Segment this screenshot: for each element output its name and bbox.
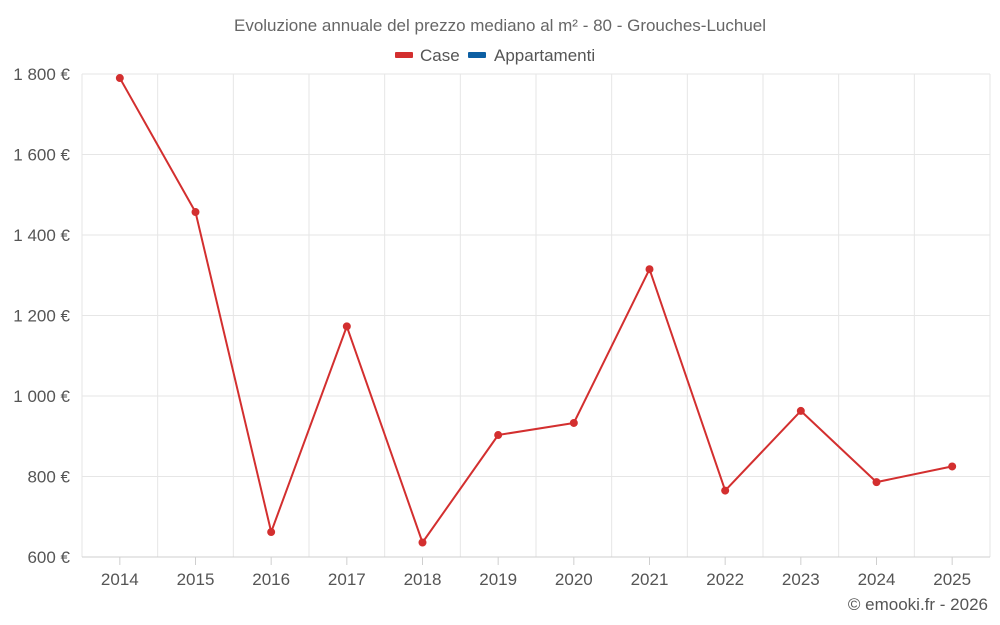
x-tick-label: 2018: [404, 570, 442, 589]
x-tick-label: 2014: [101, 570, 139, 589]
data-point-case[interactable]: [342, 322, 351, 331]
plot-area: [115, 74, 957, 547]
x-tick-label: 2022: [706, 570, 744, 589]
y-tick-label: 1 800 €: [13, 65, 70, 84]
x-tick-label: 2016: [252, 570, 290, 589]
data-point-case[interactable]: [948, 462, 957, 471]
data-point-case[interactable]: [191, 208, 200, 217]
y-axis: 600 € 800 € 1 000 € 1 200 € 1 400 € 1 600 € 1 …: [13, 65, 70, 567]
chart-title: Evoluzione annuale del prezzo mediano al…: [234, 16, 766, 35]
legend-label-appartamenti: Appartamenti: [494, 46, 595, 65]
x-tick-label: 2015: [177, 570, 215, 589]
legend-item-appartamenti[interactable]: Appartamenti: [468, 46, 595, 65]
data-point-case[interactable]: [872, 478, 881, 487]
x-tick-label: 2025: [933, 570, 971, 589]
x-tick-label: 2019: [479, 570, 517, 589]
y-tick-label: 1 600 €: [13, 146, 70, 165]
grid: [81, 73, 991, 557]
y-tick-label: 600 €: [27, 548, 70, 567]
legend-label-case: Case: [420, 46, 460, 65]
x-tick-label: 2024: [858, 570, 896, 589]
credit-text: © emooki.fr - 2026: [848, 595, 988, 614]
x-tick-label: 2020: [555, 570, 593, 589]
legend: Case Appartamenti: [395, 46, 595, 65]
y-tick-label: 1 200 €: [13, 307, 70, 326]
data-point-case[interactable]: [721, 486, 730, 495]
x-tick-label: 2017: [328, 570, 366, 589]
data-point-case[interactable]: [645, 265, 654, 274]
data-point-case[interactable]: [267, 528, 276, 537]
legend-swatch-case: [395, 52, 413, 58]
data-point-case[interactable]: [494, 431, 503, 440]
legend-item-case[interactable]: Case: [395, 46, 460, 65]
data-point-case[interactable]: [796, 406, 805, 415]
y-tick-label: 800 €: [27, 468, 70, 487]
series-line-case: [118, 77, 953, 544]
y-tick-label: 1 000 €: [13, 387, 70, 406]
data-point-case[interactable]: [115, 74, 124, 83]
legend-swatch-appartamenti: [468, 52, 486, 58]
x-tick-label: 2023: [782, 570, 820, 589]
data-point-case[interactable]: [569, 418, 578, 427]
data-point-case[interactable]: [418, 538, 427, 547]
x-tick-label: 2021: [631, 570, 669, 589]
y-tick-label: 1 400 €: [13, 226, 70, 245]
x-axis: 2014 2015 2016 2017 2018 2019 2020 2021 2022 2023…: [82, 556, 990, 589]
